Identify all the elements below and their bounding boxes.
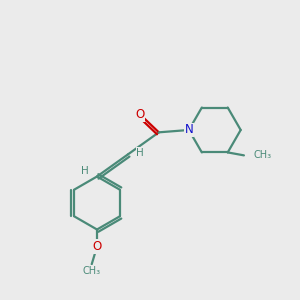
Text: H: H [81,166,88,176]
Text: H: H [136,148,144,158]
Text: CH₃: CH₃ [82,266,101,276]
Text: CH₃: CH₃ [254,150,272,161]
Text: O: O [92,240,102,253]
Text: O: O [135,108,144,121]
Text: N: N [184,124,193,136]
